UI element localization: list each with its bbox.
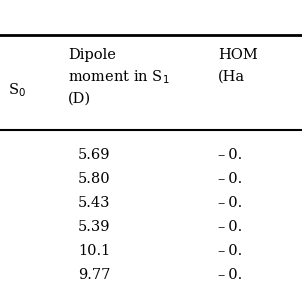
Text: HOM: HOM bbox=[218, 48, 258, 62]
Text: (D): (D) bbox=[68, 92, 91, 106]
Text: 5.69: 5.69 bbox=[78, 148, 111, 162]
Text: Dipole: Dipole bbox=[68, 48, 116, 62]
Text: 9.77: 9.77 bbox=[78, 268, 110, 282]
Text: – 0.: – 0. bbox=[218, 172, 242, 186]
Text: 10.1: 10.1 bbox=[78, 244, 110, 258]
Text: – 0.: – 0. bbox=[218, 196, 242, 210]
Text: S$_0$: S$_0$ bbox=[8, 81, 26, 99]
Text: – 0.: – 0. bbox=[218, 268, 242, 282]
Text: 5.39: 5.39 bbox=[78, 220, 111, 234]
Text: 5.80: 5.80 bbox=[78, 172, 111, 186]
Text: – 0.: – 0. bbox=[218, 148, 242, 162]
Text: – 0.: – 0. bbox=[218, 244, 242, 258]
Text: (Ha: (Ha bbox=[218, 70, 245, 84]
Text: – 0.: – 0. bbox=[218, 220, 242, 234]
Text: 5.43: 5.43 bbox=[78, 196, 111, 210]
Text: moment in S$_1$: moment in S$_1$ bbox=[68, 68, 169, 86]
